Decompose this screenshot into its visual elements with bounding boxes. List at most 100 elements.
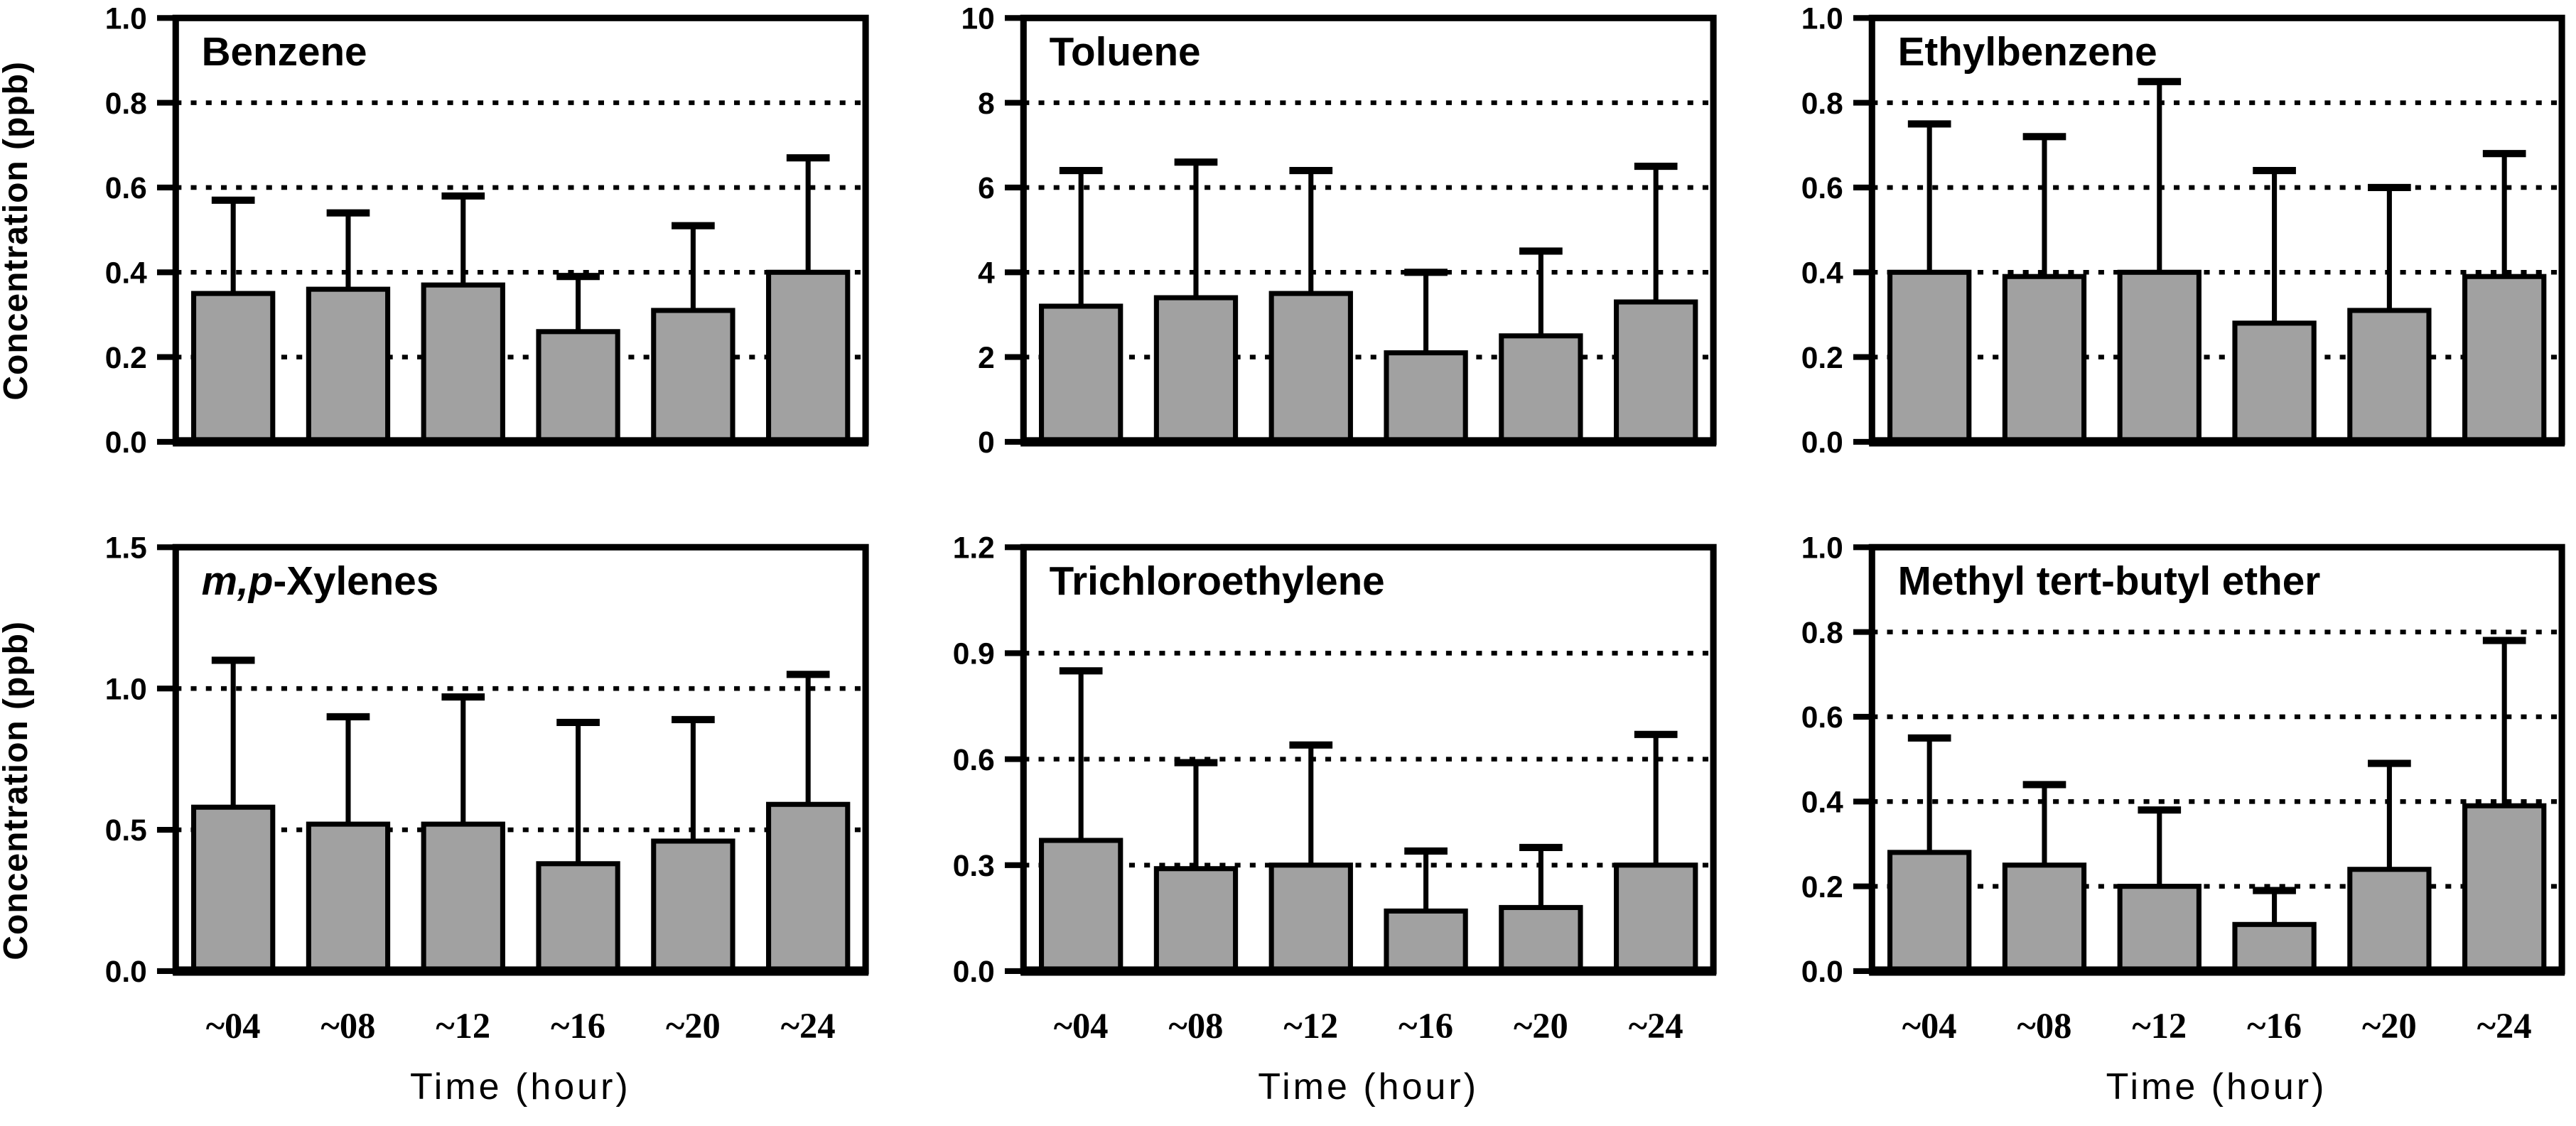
x-tick-label: ~24 bbox=[2477, 1006, 2531, 1046]
panel-trichloroethylene: 0.0 0.3 0.6 0.9 1.2 ~04 ~08 ~12 ~16 ~20 ~24 Trichlo… bbox=[880, 529, 1728, 1126]
x-tick-label: ~08 bbox=[1169, 1006, 1224, 1046]
x-tick-label: ~12 bbox=[436, 1006, 490, 1046]
bar bbox=[536, 329, 620, 445]
plot-border bbox=[1020, 14, 1717, 445]
bar bbox=[1268, 291, 1354, 445]
chart-svg-trichloroethylene: 0.0 0.3 0.6 0.9 1.2 ~04 ~08 ~12 ~16 ~20 ~24 Trichlo… bbox=[953, 531, 1717, 1046]
bar bbox=[1499, 333, 1583, 445]
y-axis-title: Concentration (ppb) bbox=[0, 620, 35, 960]
bar bbox=[2462, 803, 2547, 974]
plot-border bbox=[172, 14, 869, 445]
y-tick-label: 0.6 bbox=[105, 171, 147, 205]
y-tick-label: 0.9 bbox=[953, 637, 995, 671]
bar bbox=[2002, 274, 2086, 445]
x-tick-label: ~08 bbox=[321, 1006, 376, 1046]
plot-border bbox=[1020, 543, 1717, 975]
y-tick-label: 0.6 bbox=[1801, 700, 1843, 734]
y-tick-label: 1.2 bbox=[953, 531, 995, 564]
bar bbox=[2346, 308, 2432, 445]
y-tick-label: 10 bbox=[961, 1, 995, 35]
y-tick-label: 0.8 bbox=[1801, 87, 1843, 120]
chart-svg-mp_xylenes: 0.0 0.5 1.0 1.5 ~04 ~08 ~12 ~16 ~20 ~24 m,p-Xylene… bbox=[105, 531, 869, 1046]
x-tick-label: ~20 bbox=[666, 1006, 721, 1046]
chart-svg-benzene: 0.0 0.2 0.4 0.6 0.8 1.0 Benzene bbox=[105, 1, 869, 459]
panel-ethylbenzene: 0.0 0.2 0.4 0.6 0.8 1.0 Ethylbenzene bbox=[1728, 0, 2576, 529]
bar bbox=[1499, 904, 1583, 974]
y-tick-label: 0.0 bbox=[105, 426, 147, 459]
y-tick-label: 0.2 bbox=[1801, 341, 1843, 374]
y-tick-label: 0.0 bbox=[105, 955, 147, 988]
chart-svg-ethylbenzene: 0.0 0.2 0.4 0.6 0.8 1.0 Ethylbenzene bbox=[1801, 1, 2565, 459]
panel-title: Benzene bbox=[202, 30, 367, 75]
chart-svg-toluene: 0 2 4 6 8 10 Toluene bbox=[961, 1, 1717, 459]
y-tick-label: 0.3 bbox=[953, 849, 995, 882]
bar bbox=[2462, 274, 2547, 445]
panel-title: Trichloroethylene bbox=[1050, 559, 1385, 604]
chart-svg-mtbe: 0.0 0.2 0.4 0.6 0.8 1.0 ~04 ~08 ~12 ~16 ~20 ~24 Meth… bbox=[1801, 531, 2565, 1046]
y-tick-label: 1.5 bbox=[105, 531, 147, 564]
bar bbox=[1384, 908, 1469, 974]
bar bbox=[421, 282, 505, 445]
x-tick-label: ~12 bbox=[1284, 1006, 1339, 1046]
panel-title: m,p-Xylenes bbox=[202, 559, 439, 604]
figure-row-bottom: Concentration (ppb) 0.0 0.5 1.0 1.5 ~04 ~08 ~1… bbox=[0, 529, 2576, 1126]
x-tick-label: ~04 bbox=[1902, 1006, 1956, 1046]
y-axis-title: Concentration (ppb) bbox=[0, 61, 35, 401]
bar bbox=[306, 821, 391, 974]
y-tick-label: 0.6 bbox=[1801, 171, 1843, 205]
y-tick-label: 0.4 bbox=[1801, 256, 1843, 289]
panel-title: Ethylbenzene bbox=[1897, 30, 2157, 75]
bar bbox=[766, 269, 851, 445]
bar bbox=[191, 291, 276, 445]
x-tick-label: ~04 bbox=[206, 1006, 261, 1046]
bar bbox=[2117, 884, 2202, 974]
x-tick-label: ~20 bbox=[1514, 1006, 1568, 1046]
panel-toluene: 0 2 4 6 8 10 Toluene bbox=[880, 0, 1728, 529]
bar bbox=[2346, 867, 2432, 974]
bar bbox=[651, 838, 735, 974]
bar bbox=[1039, 303, 1123, 445]
figure-row-top: Concentration (ppb) 0.0 0.2 0.4 0.6 0.8 1.0 Be… bbox=[0, 0, 2576, 529]
bar bbox=[1268, 862, 1354, 974]
x-tick-label: ~16 bbox=[1399, 1006, 1453, 1046]
bar bbox=[1039, 838, 1123, 974]
bar bbox=[1384, 350, 1469, 445]
x-axis-title: Time (hour) bbox=[2106, 1066, 2327, 1108]
bar bbox=[536, 861, 620, 974]
plot-border bbox=[172, 543, 869, 975]
panel-benzene: 0.0 0.2 0.4 0.6 0.8 1.0 Benzene bbox=[32, 0, 880, 529]
y-tick-label: 0.4 bbox=[105, 256, 147, 289]
x-tick-label: ~12 bbox=[2132, 1006, 2187, 1046]
y-tick-label: 0 bbox=[979, 426, 996, 459]
y-axis-title-area-bottom: Concentration (ppb) bbox=[0, 529, 35, 1051]
x-tick-label: ~16 bbox=[2247, 1006, 2302, 1046]
x-axis-title: Time (hour) bbox=[409, 1066, 631, 1108]
y-tick-label: 1.0 bbox=[105, 672, 147, 705]
bar bbox=[306, 286, 391, 445]
y-tick-label: 0.2 bbox=[1801, 870, 1843, 904]
bar bbox=[2117, 269, 2202, 445]
y-tick-label: 8 bbox=[979, 87, 996, 120]
bar bbox=[1887, 269, 1971, 445]
panel-mtbe: 0.0 0.2 0.4 0.6 0.8 1.0 ~04 ~08 ~12 ~16 ~20 ~24 Meth… bbox=[1728, 529, 2576, 1126]
bar bbox=[2002, 862, 2086, 974]
x-tick-label: ~08 bbox=[2017, 1006, 2071, 1046]
y-tick-label: 0.0 bbox=[953, 955, 995, 988]
bar bbox=[1154, 295, 1239, 445]
bar bbox=[1614, 862, 1698, 974]
bar bbox=[2232, 320, 2317, 445]
bar bbox=[191, 804, 276, 974]
bar bbox=[1887, 850, 1971, 974]
x-tick-label: ~16 bbox=[551, 1006, 605, 1046]
y-tick-label: 1.0 bbox=[105, 1, 147, 35]
x-axis-title: Time (hour) bbox=[1258, 1066, 1480, 1108]
y-tick-label: 4 bbox=[979, 256, 996, 289]
y-tick-label: 0.6 bbox=[953, 743, 995, 776]
y-tick-label: 0.8 bbox=[1801, 616, 1843, 649]
bar bbox=[766, 801, 851, 974]
y-tick-label: 6 bbox=[979, 171, 996, 205]
plot-border bbox=[1868, 14, 2565, 445]
x-tick-label: ~04 bbox=[1054, 1006, 1109, 1046]
x-tick-label: ~24 bbox=[781, 1006, 836, 1046]
